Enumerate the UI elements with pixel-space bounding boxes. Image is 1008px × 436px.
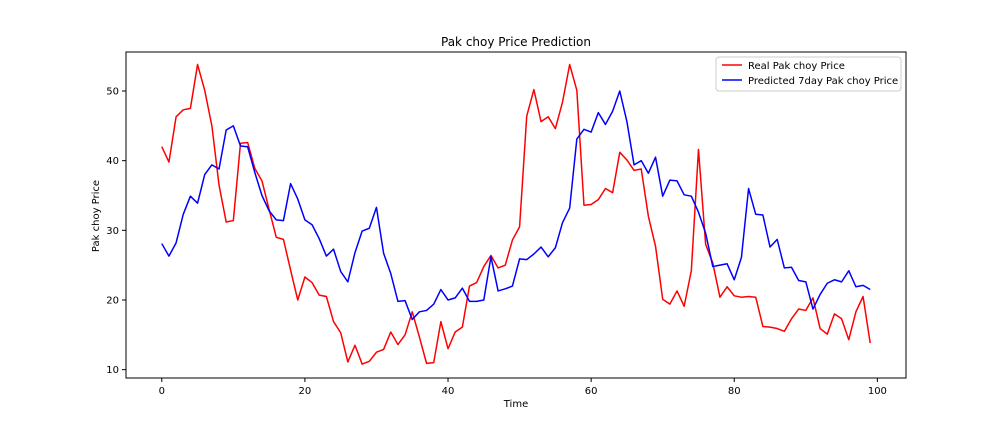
- x-tick-label: 20: [299, 386, 312, 397]
- x-tick-label: 0: [159, 386, 165, 397]
- plot-frame: [125, 51, 907, 379]
- x-tick-label: 40: [442, 386, 455, 397]
- y-tick-label: 20: [106, 295, 119, 306]
- axes-layer: 0 20 40 60 80 100 10 20 30 40 50: [106, 87, 887, 397]
- legend-label-predicted: Predicted 7day Pak choy Price: [748, 76, 898, 87]
- y-tick-label: 10: [106, 365, 119, 376]
- series-line-predicted: [161, 90, 871, 321]
- y-tick-label: 40: [106, 156, 119, 167]
- y-tick-label: 30: [106, 226, 119, 237]
- x-tick-label: 60: [585, 386, 598, 397]
- legend-box: [715, 56, 902, 92]
- series-layer: [161, 63, 871, 365]
- y-axis-label: Pak choy Price: [91, 180, 102, 252]
- x-tick-label: 80: [728, 386, 741, 397]
- series-line-real: [161, 63, 871, 365]
- legend-label-real: Real Pak choy Price: [748, 61, 845, 72]
- x-axis-label: Time: [503, 399, 528, 410]
- legend: Real Pak choy Price Predicted 7day Pak c…: [715, 56, 902, 92]
- x-tick-label: 100: [868, 386, 887, 397]
- y-tick-label: 50: [106, 87, 119, 98]
- chart-title: Pak choy Price Prediction: [441, 35, 591, 49]
